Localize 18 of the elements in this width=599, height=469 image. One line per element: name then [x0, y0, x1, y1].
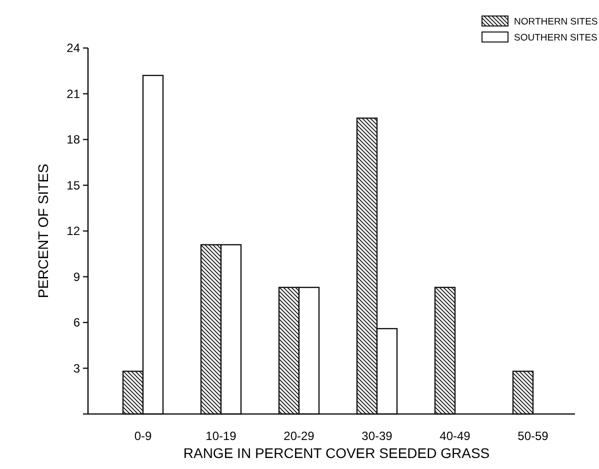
x-axis-title: RANGE IN PERCENT COVER SEEDED GRASS [183, 445, 490, 461]
y-tick-label: 3 [73, 361, 80, 376]
x-tick-label: 50-59 [518, 429, 549, 443]
y-tick-label: 18 [66, 132, 80, 147]
x-tick-label: 20-29 [284, 429, 315, 443]
y-tick-label: 24 [66, 41, 80, 56]
y-axis-title: PERCENT OF SITES [35, 164, 51, 298]
legend-label: NORTHERN SITES [514, 16, 598, 28]
x-tick-label: 0-9 [134, 429, 152, 443]
y-tick-label: 21 [66, 86, 80, 101]
y-tick-label: 9 [73, 270, 80, 284]
y-tick-label: 15 [66, 178, 80, 192]
x-tick-label: 40-49 [440, 429, 471, 443]
legend-label: SOUTHERN SITES [514, 32, 598, 44]
x-tick-label: 30-39 [362, 429, 393, 443]
y-tick-label: 12 [66, 224, 80, 238]
y-tick-label: 6 [73, 316, 80, 330]
x-tick-label: 10-19 [206, 429, 237, 443]
